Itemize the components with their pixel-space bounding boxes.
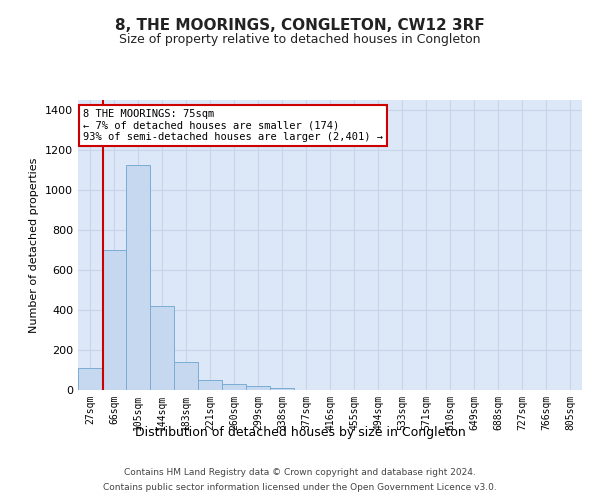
Bar: [270, 388, 294, 390]
Y-axis label: Number of detached properties: Number of detached properties: [29, 158, 40, 332]
Bar: [198, 380, 222, 390]
Bar: [246, 386, 270, 390]
Bar: [78, 368, 102, 390]
Bar: [222, 384, 246, 390]
Text: 8, THE MOORINGS, CONGLETON, CW12 3RF: 8, THE MOORINGS, CONGLETON, CW12 3RF: [115, 18, 485, 32]
Bar: [126, 165, 150, 390]
Text: Distribution of detached houses by size in Congleton: Distribution of detached houses by size …: [134, 426, 466, 439]
Bar: [102, 250, 126, 390]
Text: Size of property relative to detached houses in Congleton: Size of property relative to detached ho…: [119, 32, 481, 46]
Text: Contains HM Land Registry data © Crown copyright and database right 2024.: Contains HM Land Registry data © Crown c…: [124, 468, 476, 477]
Text: 8 THE MOORINGS: 75sqm
← 7% of detached houses are smaller (174)
93% of semi-deta: 8 THE MOORINGS: 75sqm ← 7% of detached h…: [83, 108, 383, 142]
Text: Contains public sector information licensed under the Open Government Licence v3: Contains public sector information licen…: [103, 483, 497, 492]
Bar: [174, 362, 198, 390]
Bar: [150, 306, 174, 390]
